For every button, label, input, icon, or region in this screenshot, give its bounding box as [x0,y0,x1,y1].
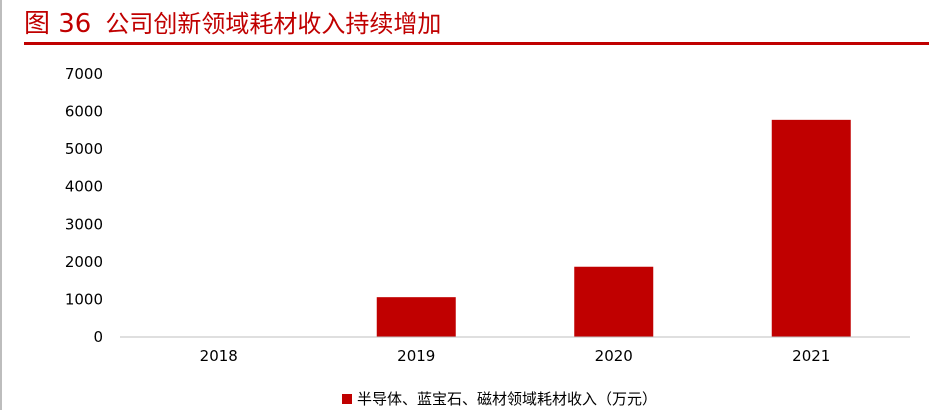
bar-2021 [771,119,851,337]
x-tick-label: 2020 [595,347,633,365]
bars [376,119,851,337]
x-tick-label: 2021 [792,347,830,365]
x-axis-ticks: 2018 2019 2020 2021 [200,347,831,365]
legend-swatch [341,393,352,404]
x-tick-label: 2019 [397,347,435,365]
y-tick-label: 0 [93,328,103,346]
y-tick-label: 2000 [65,253,103,271]
bar-2020 [574,266,654,337]
figure-title: 公司创新领域耗材收入持续增加 [105,10,442,38]
y-tick-label: 3000 [65,215,103,233]
bar-2019 [376,297,456,337]
title-underline [24,42,929,45]
y-tick-label: 7000 [65,65,103,83]
y-tick-label: 6000 [65,103,103,121]
legend: 半导体、蓝宝石、磁材领域耗材收入（万元） [0,388,929,409]
figure-number: 图 36 [24,9,92,39]
y-tick-label: 4000 [65,178,103,196]
left-border-line [0,0,2,410]
y-tick-label: 5000 [65,140,103,158]
figure-header: 图 36 公司创新领域耗材收入持续增加 [24,6,441,42]
legend-label: 半导体、蓝宝石、磁材领域耗材收入（万元） [356,390,657,408]
y-axis-ticks: 0 1000 2000 3000 4000 5000 6000 7000 [65,65,103,346]
x-tick-label: 2018 [200,347,238,365]
y-tick-label: 1000 [65,290,103,308]
